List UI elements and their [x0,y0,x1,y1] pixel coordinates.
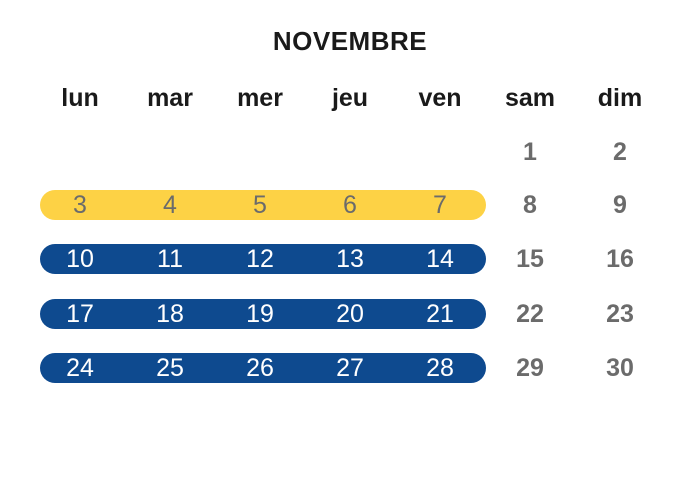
day-header-mer: mer [237,84,283,112]
calendar-day[interactable]: 11 [157,245,183,273]
calendar-day[interactable]: 22 [516,300,544,328]
week-highlight-bar-yellow [40,190,486,220]
calendar-day[interactable]: 12 [246,245,274,273]
calendar-day[interactable]: 17 [66,300,94,328]
calendar-day[interactable]: 10 [66,245,94,273]
day-header-ven: ven [418,84,462,112]
calendar-day[interactable]: 26 [246,354,274,382]
calendar-day[interactable]: 1 [523,138,537,166]
calendar-day[interactable]: 29 [516,354,544,382]
day-header-sam: sam [504,84,556,112]
calendar-day[interactable]: 3 [73,191,87,219]
calendar-day[interactable]: 25 [156,354,184,382]
calendar-day[interactable]: 4 [163,191,177,219]
week-highlight-bar-blue [40,353,486,383]
day-header-jeu: jeu [331,84,369,112]
day-header-mar: mar [147,84,193,112]
calendar-day[interactable]: 24 [66,354,94,382]
day-header-dim: dim [597,84,643,112]
calendar-day[interactable]: 16 [606,245,634,273]
week-highlight-bar-blue [40,299,486,329]
day-header-lun: lun [61,84,99,112]
calendar-day[interactable]: 15 [516,245,544,273]
week-highlight-bar-blue [40,244,486,274]
calendar-day[interactable]: 6 [343,191,357,219]
calendar-day[interactable]: 20 [336,300,364,328]
calendar-day[interactable]: 8 [523,191,537,219]
calendar-day[interactable]: 21 [426,300,454,328]
calendar-day[interactable]: 23 [606,300,634,328]
calendar-day[interactable]: 18 [156,300,184,328]
calendar-day[interactable]: 28 [426,354,454,382]
calendar-day[interactable]: 9 [613,191,627,219]
calendar-day[interactable]: 14 [426,245,454,273]
calendar-day[interactable]: 5 [253,191,267,219]
calendar-day[interactable]: 13 [336,245,364,273]
calendar-day[interactable]: 27 [336,354,364,382]
calendar-day[interactable]: 30 [606,354,634,382]
calendar-day[interactable]: 7 [433,191,447,219]
month-title: NOVEMBRE [272,26,428,56]
calendar-day[interactable]: 2 [613,138,627,166]
calendar-day[interactable]: 19 [246,300,274,328]
